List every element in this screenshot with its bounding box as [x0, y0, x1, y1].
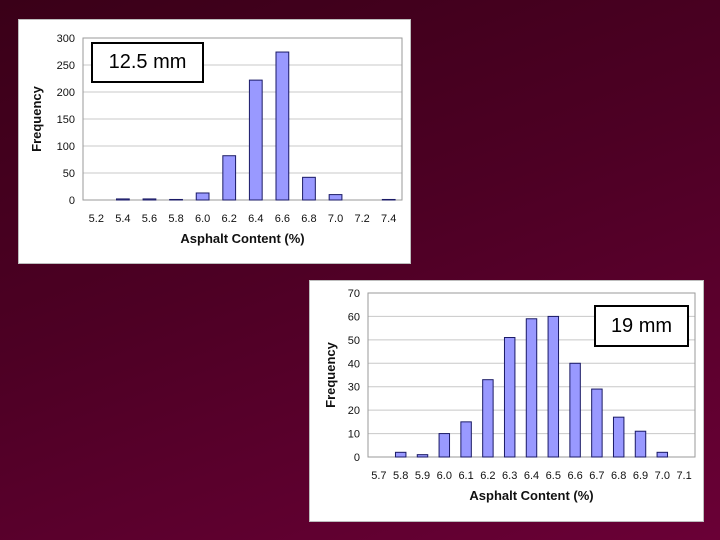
- y-tick-label: 200: [57, 87, 75, 99]
- x-tick-label: 6.2: [480, 470, 495, 482]
- bar: [381, 198, 396, 201]
- bar: [482, 379, 494, 458]
- x-tick-label: 5.7: [371, 470, 386, 482]
- bar: [275, 51, 290, 201]
- y-tick-label: 20: [348, 405, 360, 417]
- x-tick-label: 6.1: [458, 470, 473, 482]
- x-tick-label: 7.0: [655, 470, 670, 482]
- x-tick-label: 6.5: [546, 470, 561, 482]
- bar: [195, 192, 210, 201]
- x-tick-label: 7.2: [354, 213, 369, 225]
- y-tick-label: 30: [348, 382, 360, 394]
- y-tick-label: 250: [57, 60, 75, 72]
- y-tick-label: 10: [348, 429, 360, 441]
- x-tick-label: 6.3: [502, 470, 517, 482]
- x-tick-label: 6.8: [301, 213, 316, 225]
- bar: [547, 315, 560, 458]
- bar: [525, 318, 538, 458]
- x-tick-label: 6.9: [633, 470, 648, 482]
- x-tick-label: 7.0: [328, 213, 343, 225]
- histogram-12-5mm: 0 50 100 150 200 250 300 5.2 5.4 5.6 5.8 6.0 6.2 6.4 6…: [29, 33, 403, 246]
- y-tick-label: 40: [348, 358, 360, 370]
- histogram-19mm: 0 10 20 30 40 50 60 70 5.7 5.8 5.9 6.0 6.1 6.2 6.3 6.4 6…: [323, 288, 696, 503]
- bar: [248, 79, 263, 201]
- y-tick-label: 0: [69, 195, 75, 207]
- x-tick-label: 6.8: [611, 470, 626, 482]
- bar: [656, 451, 669, 458]
- bar: [460, 421, 472, 458]
- x-tick-label: 5.8: [393, 470, 408, 482]
- bar: [222, 155, 237, 201]
- x-tick-label: 6.4: [248, 213, 263, 225]
- bar: [438, 433, 451, 458]
- chart-panel-19mm: 0 10 20 30 40 50 60 70 5.7 5.8 5.9 6.0 6.1 6.2 6.3 6.4 6…: [309, 280, 704, 522]
- x-tick-label: 6.0: [195, 213, 210, 225]
- bar: [302, 176, 316, 201]
- x-tick-label: 5.6: [142, 213, 157, 225]
- bar: [169, 198, 183, 201]
- y-axis-title: Frequency: [29, 85, 44, 152]
- bar: [591, 388, 603, 458]
- y-tick-label: 50: [348, 335, 360, 347]
- chart-label-19mm: 19 mm: [594, 305, 689, 347]
- y-tick-label: 50: [63, 168, 75, 180]
- bar: [115, 198, 130, 201]
- y-tick-label: 0: [354, 452, 360, 464]
- x-tick-label: 6.6: [567, 470, 582, 482]
- bar: [634, 430, 647, 458]
- bar: [394, 451, 407, 458]
- x-tick-label: 7.1: [676, 470, 691, 482]
- bar: [503, 337, 516, 458]
- bar: [416, 454, 429, 458]
- x-tick-label: 5.8: [168, 213, 183, 225]
- bar: [142, 198, 157, 201]
- x-tick-label: 5.2: [89, 213, 104, 225]
- x-tick-label: 5.4: [115, 213, 130, 225]
- x-tick-label: 7.4: [381, 213, 396, 225]
- chart-label-12-5mm: 12.5 mm: [91, 42, 204, 83]
- chart-panel-12-5mm: 0 50 100 150 200 250 300 5.2 5.4 5.6 5.8 6.0 6.2 6.4 6…: [18, 19, 411, 264]
- x-tick-label: 6.6: [275, 213, 290, 225]
- plot-area: [82, 37, 403, 201]
- y-axis-title: Frequency: [323, 341, 338, 408]
- x-tick-label: 5.9: [415, 470, 430, 482]
- y-tick-label: 100: [57, 141, 75, 153]
- x-tick-label: 6.2: [222, 213, 237, 225]
- y-tick-label: 300: [57, 33, 75, 45]
- x-tick-label: 6.4: [524, 470, 539, 482]
- y-tick-label: 150: [57, 114, 75, 126]
- y-tick-label: 60: [348, 311, 360, 323]
- y-tick-label: 70: [348, 288, 360, 300]
- bar: [328, 194, 343, 201]
- x-tick-label: 6.0: [437, 470, 452, 482]
- bar: [612, 416, 625, 458]
- bar: [569, 362, 581, 458]
- x-axis-title: Asphalt Content (%): [469, 488, 593, 503]
- x-tick-label: 6.7: [589, 470, 604, 482]
- x-axis-title: Asphalt Content (%): [180, 231, 304, 246]
